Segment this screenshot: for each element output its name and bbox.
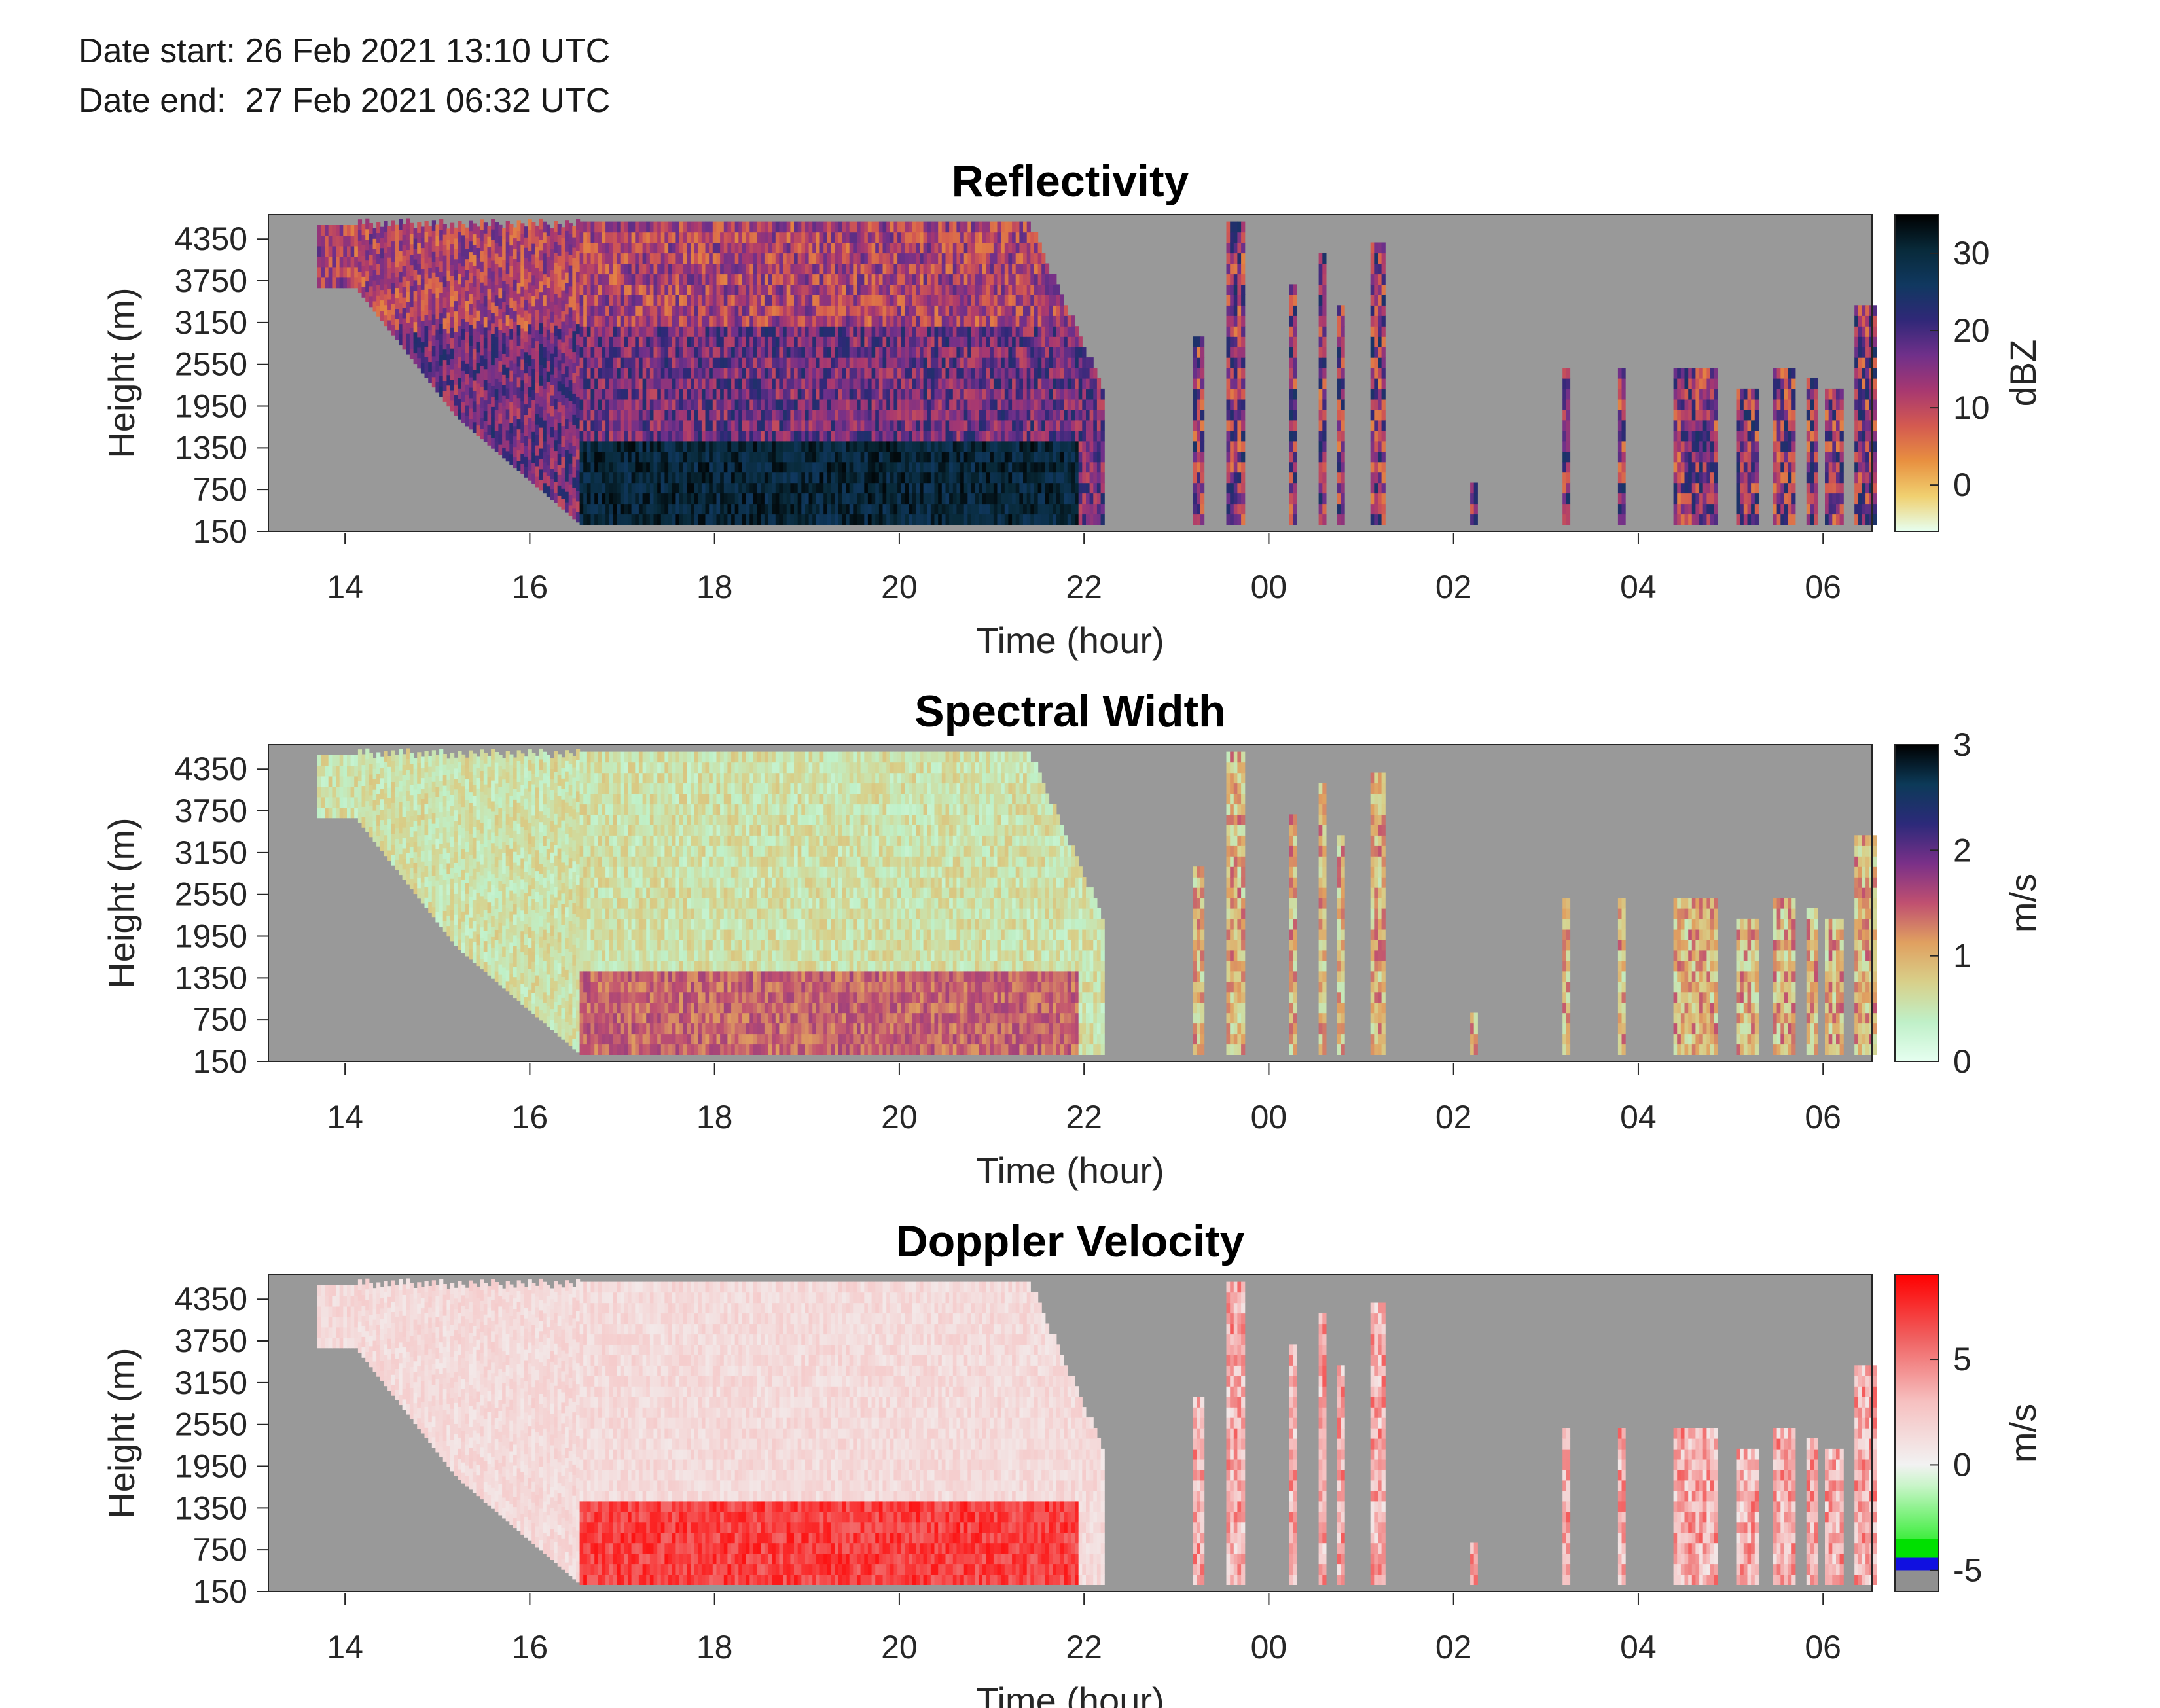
colorbar-tick-label: 5 <box>1953 1341 1971 1378</box>
x-tick-label: 18 <box>696 1099 733 1135</box>
y-tick-label: 150 <box>193 513 247 550</box>
colorbar-tick-label: 30 <box>1953 235 1990 272</box>
colorbar-tick-label: 20 <box>1953 312 1990 349</box>
x-tick-label: 02 <box>1435 1099 1472 1135</box>
x-tick-label: 22 <box>1066 1629 1102 1665</box>
y-tick-label: 750 <box>193 1001 247 1038</box>
colorbar-tick-label: 10 <box>1953 389 1990 426</box>
panel-3: Doppler Velocity 150 750 1350 1950 2550 3150 37… <box>101 1217 2043 1708</box>
y-tick-label: 2550 <box>175 1406 247 1443</box>
y-axis-label: Height (m) <box>101 287 142 458</box>
y-tick-label: 1950 <box>175 1448 247 1485</box>
x-tick-label: 04 <box>1620 569 1657 605</box>
colorbar-tick-label: 3 <box>1953 726 1971 763</box>
y-tick-label: 750 <box>193 1531 247 1568</box>
colorbar-tick-label: 2 <box>1953 832 1971 868</box>
x-tick-label: 00 <box>1251 1099 1287 1135</box>
x-tick-label: 22 <box>1066 569 1102 605</box>
x-tick-label: 04 <box>1620 1099 1657 1135</box>
heatmap-cells <box>317 218 1877 525</box>
colorbar <box>1894 1274 1939 1592</box>
x-tick-label: 14 <box>327 1099 363 1135</box>
y-tick-label: 4350 <box>175 751 247 787</box>
colorbar-tick-label: 0 <box>1953 1043 1971 1080</box>
panel-title: Doppler Velocity <box>896 1217 1245 1266</box>
panel-1: Reflectivity 150 750 1350 1950 2550 3150 3750 43… <box>101 156 2043 661</box>
x-tick-label: 18 <box>696 569 733 605</box>
colorbar-label: m/s <box>2002 1404 2043 1463</box>
x-tick-label: 14 <box>327 569 363 605</box>
y-tick-label: 150 <box>193 1043 247 1080</box>
y-tick-label: 1950 <box>175 388 247 425</box>
y-tick-label: 150 <box>193 1573 247 1610</box>
heatmap-cells <box>317 748 1877 1055</box>
y-tick-label: 1350 <box>175 959 247 996</box>
x-tick-label: 14 <box>327 1629 363 1665</box>
heatmap-cells <box>317 1278 1877 1585</box>
y-tick-label: 1350 <box>175 1489 247 1526</box>
colorbar-label: m/s <box>2002 874 2043 933</box>
y-tick-label: 3150 <box>175 304 247 341</box>
axes-frame <box>268 214 1873 532</box>
x-tick-label: 20 <box>881 569 918 605</box>
x-tick-label: 06 <box>1805 1099 1841 1135</box>
y-tick-label: 1950 <box>175 918 247 955</box>
x-axis-label: Time (hour) <box>976 620 1164 661</box>
colorbar <box>1894 744 1939 1062</box>
date-end-label: Date end: 27 Feb 2021 06:32 UTC <box>79 82 611 120</box>
colorbar-tick-label: 1 <box>1953 938 1971 974</box>
x-tick-label: 04 <box>1620 1629 1657 1665</box>
axes-frame <box>268 744 1873 1062</box>
date-header: Date start: 26 Feb 2021 13:10 UTC Date e… <box>79 26 610 126</box>
x-axis-label: Time (hour) <box>976 1680 1164 1708</box>
x-axis-label: Time (hour) <box>976 1150 1164 1191</box>
colorbar-tick-label: 0 <box>1953 467 1971 503</box>
y-tick-label: 2550 <box>175 346 247 383</box>
y-tick-label: 750 <box>193 471 247 508</box>
x-tick-label: 16 <box>512 1099 549 1135</box>
y-tick-label: 4350 <box>175 1281 247 1317</box>
x-tick-label: 06 <box>1805 569 1841 605</box>
colorbar-tick-label: -5 <box>1953 1552 1982 1589</box>
panel-title: Reflectivity <box>952 156 1189 206</box>
date-start-label: Date start: 26 Feb 2021 13:10 UTC <box>79 32 611 70</box>
y-tick-label: 3750 <box>175 1323 247 1359</box>
colorbar-label: dBZ <box>2002 340 2043 407</box>
colorbar-tick-label: 0 <box>1953 1446 1971 1483</box>
y-axis-label: Height (m) <box>101 817 142 988</box>
panel-title: Spectral Width <box>914 686 1225 736</box>
panel-2: Spectral Width 150 750 1350 1950 2550 3150 3750… <box>101 686 2043 1191</box>
y-tick-label: 3750 <box>175 792 247 829</box>
y-tick-label: 1350 <box>175 429 247 466</box>
x-tick-label: 22 <box>1066 1099 1102 1135</box>
x-tick-label: 20 <box>881 1629 918 1665</box>
y-tick-label: 3750 <box>175 262 247 299</box>
x-tick-label: 00 <box>1251 1629 1287 1665</box>
x-tick-label: 20 <box>881 1099 918 1135</box>
x-tick-label: 16 <box>512 569 549 605</box>
x-tick-label: 06 <box>1805 1629 1841 1665</box>
x-tick-label: 00 <box>1251 569 1287 605</box>
x-tick-label: 18 <box>696 1629 733 1665</box>
y-tick-label: 3150 <box>175 834 247 871</box>
y-tick-label: 3150 <box>175 1364 247 1401</box>
x-tick-label: 16 <box>512 1629 549 1665</box>
x-tick-label: 02 <box>1435 1629 1472 1665</box>
y-tick-label: 4350 <box>175 221 247 257</box>
x-tick-label: 02 <box>1435 569 1472 605</box>
colorbar <box>1894 214 1939 532</box>
axes-frame <box>268 1274 1873 1592</box>
y-axis-label: Height (m) <box>101 1347 142 1518</box>
y-tick-label: 2550 <box>175 876 247 913</box>
